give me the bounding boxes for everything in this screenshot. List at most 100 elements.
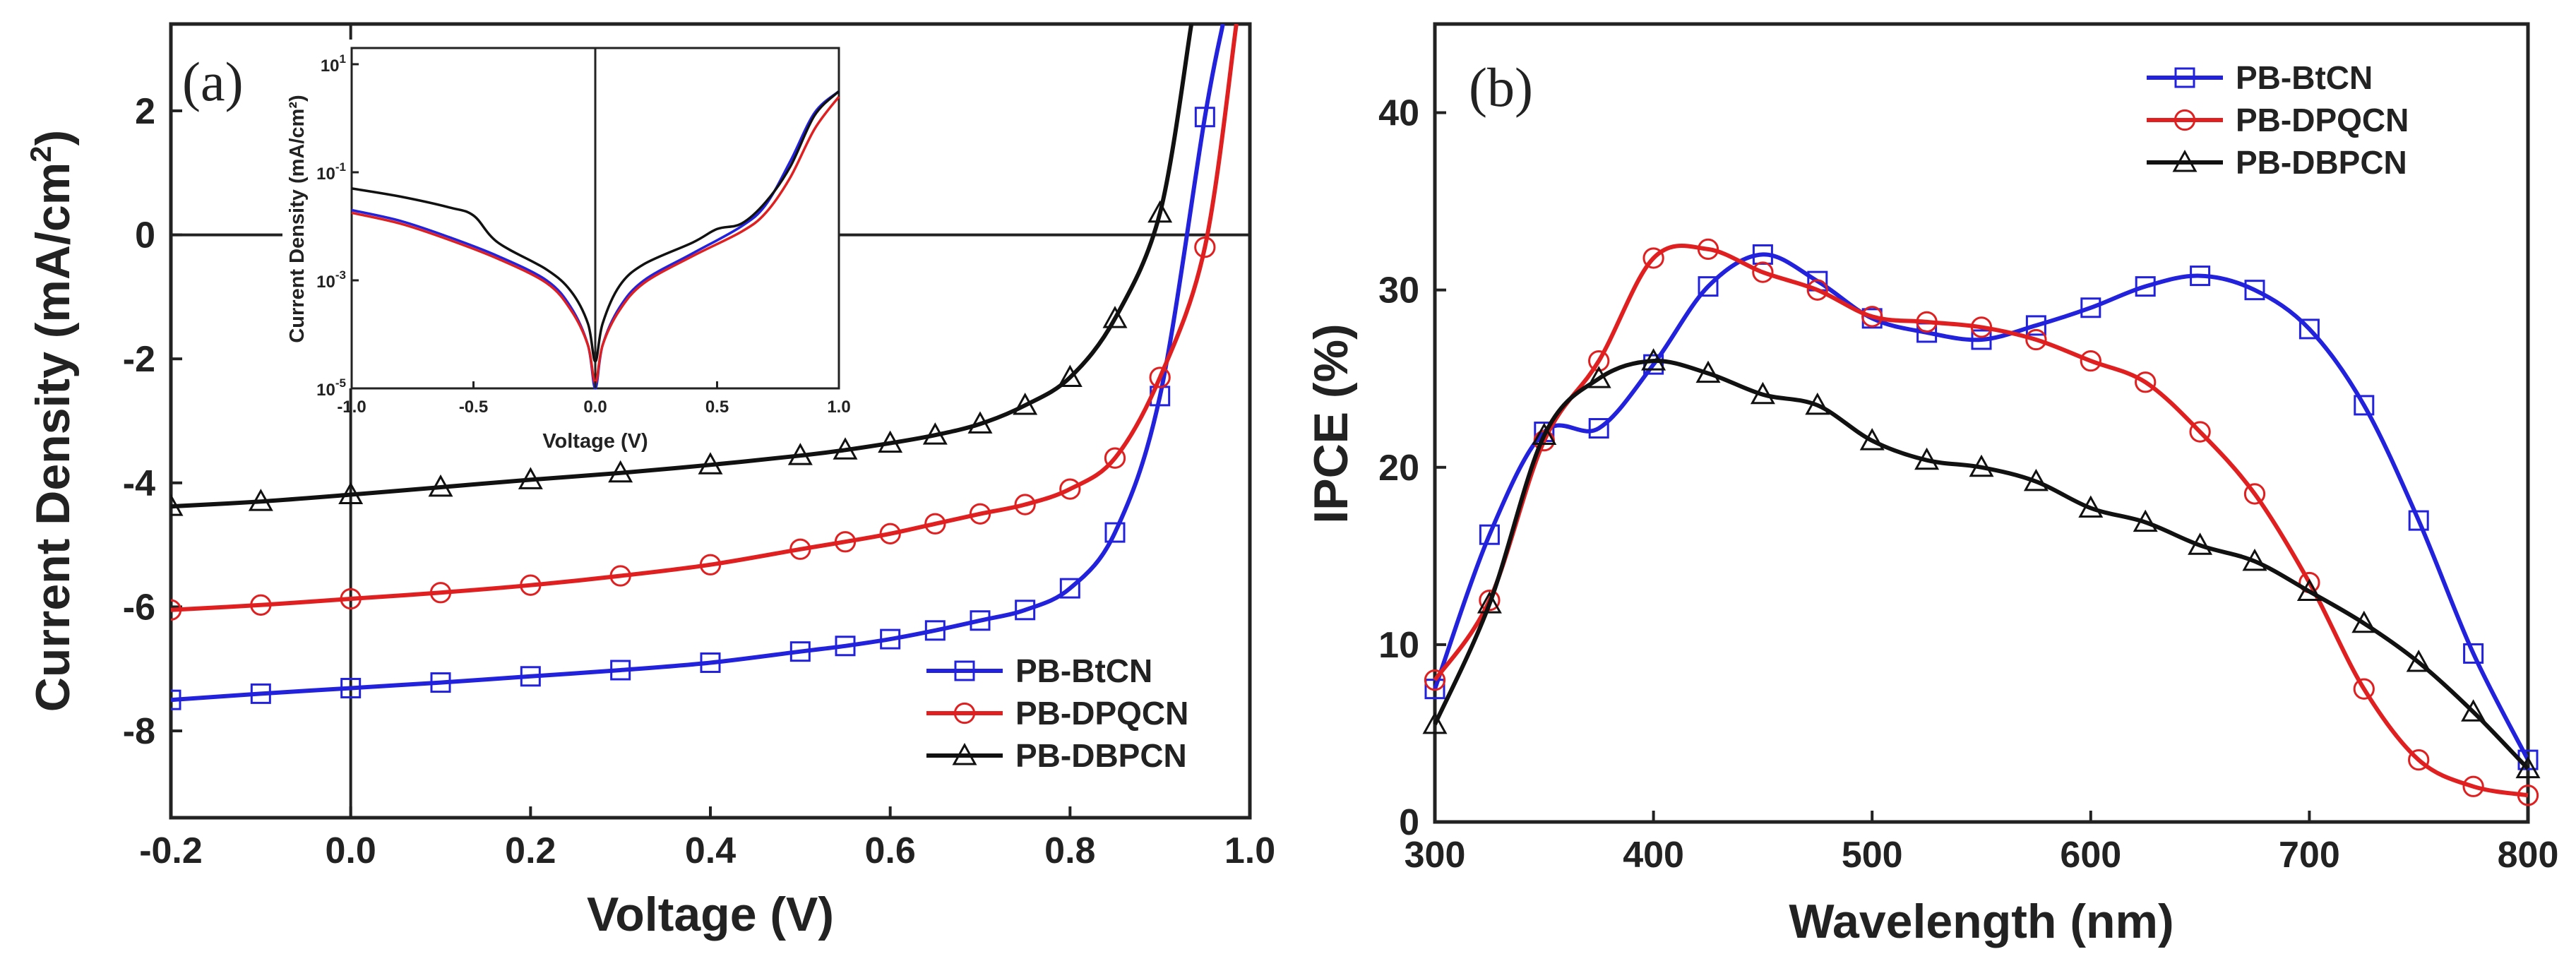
data-point: [2408, 510, 2429, 531]
data-point: [833, 437, 858, 460]
series-pb-dbpcn: [171, 24, 1194, 516]
y-tick-label: -6: [123, 587, 155, 628]
data-point: [2406, 649, 2431, 672]
data-point: [1697, 238, 1719, 261]
series-line-pb-dbpcn: [1433, 359, 2530, 770]
legend-item-pb-dpqcn: PB-DPQCN: [926, 695, 1188, 732]
panel-a-ylabel-end: ): [26, 130, 80, 146]
inset-y-tick-label: 101: [321, 52, 346, 76]
y-tick-label: -4: [123, 463, 155, 504]
data-point: [2190, 266, 2211, 287]
data-point: [1859, 428, 1885, 451]
panel-b-ticks: 300 400 500 600 700 800 0 10 20 30 40: [1378, 93, 2558, 876]
data-point: [922, 422, 948, 445]
panel-a-jv-chart: -0.2 0.0 0.2 0.4 0.6 0.8 1.0 -8 -6 -4 -2 0 2 (a) Vol…: [24, 22, 1275, 941]
data-point: [2463, 643, 2484, 664]
x-tick-label: 300: [1405, 835, 1466, 876]
data-point: [1805, 392, 1830, 415]
panel-a-label: (a): [182, 51, 244, 112]
data-point: [969, 503, 991, 525]
series-line-pb-btcn: [1433, 252, 2530, 761]
inset-ylabel: Current Density (mA/cm²): [286, 95, 309, 342]
x-tick-label: -0.2: [139, 830, 203, 871]
series-pb-btcn: [171, 24, 1225, 710]
data-point: [2025, 328, 2047, 351]
series-pb-dbpcn: [1422, 348, 2541, 779]
data-point: [2188, 532, 2213, 555]
data-point: [1149, 366, 1171, 388]
data-point: [1479, 524, 1500, 545]
data-point: [2078, 495, 2104, 518]
data-point: [970, 610, 991, 631]
data-point: [2351, 610, 2377, 633]
panel-a-xlabel: Voltage (V): [587, 888, 834, 941]
data-point: [171, 689, 181, 710]
inset-x-tick-label: -0.5: [459, 398, 488, 417]
data-point: [2461, 699, 2486, 722]
legend-item-pb-btcn: PB-BtCN: [926, 652, 1152, 689]
inset-line-pb-dbpcn: [351, 90, 840, 363]
data-point: [248, 489, 273, 511]
data-point: [1970, 316, 1993, 338]
series-pb-dpqcn: [171, 24, 1239, 621]
data-point: [1057, 364, 1083, 387]
legend-marker: [954, 660, 975, 681]
data-point: [700, 652, 721, 673]
panel-b-frame: [1433, 22, 2530, 824]
x-tick-label: 700: [2279, 835, 2340, 876]
panel-a-ylabel-main: Current Density (mA/cm: [26, 162, 80, 712]
data-point: [789, 538, 811, 560]
data-point: [2298, 318, 2320, 340]
data-point: [2517, 785, 2539, 806]
panel-b-ipce-chart: 300 400 500 600 700 800 0 10 20 30 40 (b) Waveleng…: [1304, 22, 2558, 948]
data-point: [1059, 478, 1081, 500]
data-point: [1642, 247, 1664, 269]
inset-y-tick-exponent: -1: [335, 160, 346, 174]
data-point: [1424, 669, 1446, 691]
data-point: [1750, 381, 1775, 405]
data-point: [2515, 756, 2541, 779]
panel-a-ticks: -0.2 0.0 0.2 0.4 0.6 0.8 1.0 -8 -6 -4 -2 0 2: [123, 91, 1275, 871]
inset-y-tick-base: 10: [316, 381, 335, 400]
data-point: [1861, 306, 1883, 328]
data-point: [250, 683, 271, 704]
y-tick-label: 0: [1399, 802, 1419, 843]
data-point: [2242, 548, 2267, 571]
data-point: [1588, 350, 1610, 372]
data-point: [1194, 236, 1216, 258]
legend-label: PB-DPQCN: [2236, 102, 2409, 138]
data-point: [1479, 589, 1501, 612]
data-point: [2080, 350, 2101, 372]
data-point: [879, 523, 901, 544]
y-tick-label: 2: [135, 91, 155, 132]
panel-b-label: (b): [1469, 56, 1533, 118]
inset-xlabel: Voltage (V): [542, 430, 648, 453]
y-tick-label: 30: [1378, 270, 1419, 311]
panel-a-ylabel-sup: 2: [24, 145, 57, 162]
panel-a-ylabel: Current Density (mA/cm2): [24, 130, 80, 712]
data-point: [171, 599, 182, 621]
data-point: [609, 565, 631, 587]
inset-y-tick-exponent: -3: [335, 268, 346, 282]
y-tick-label: -2: [123, 339, 155, 380]
data-point: [2354, 395, 2375, 416]
data-point: [1194, 107, 1215, 128]
y-tick-label: 10: [1378, 625, 1419, 666]
y-tick-label: 20: [1378, 448, 1419, 489]
data-point: [2133, 509, 2158, 532]
inset-y-tick-base: 10: [316, 165, 335, 184]
x-tick-label: 600: [2060, 835, 2121, 876]
data-point: [2189, 421, 2211, 443]
y-tick-label: -8: [123, 711, 155, 752]
data-point: [1806, 279, 1828, 301]
data-point: [171, 494, 184, 516]
data-point: [880, 628, 901, 650]
data-point: [2296, 578, 2322, 602]
data-point: [520, 574, 542, 596]
data-point: [1971, 329, 1992, 350]
panel-b-series: [1422, 238, 2541, 806]
data-point: [338, 482, 364, 504]
legend-item-pb-dpqcn: PB-DPQCN: [2147, 102, 2409, 138]
